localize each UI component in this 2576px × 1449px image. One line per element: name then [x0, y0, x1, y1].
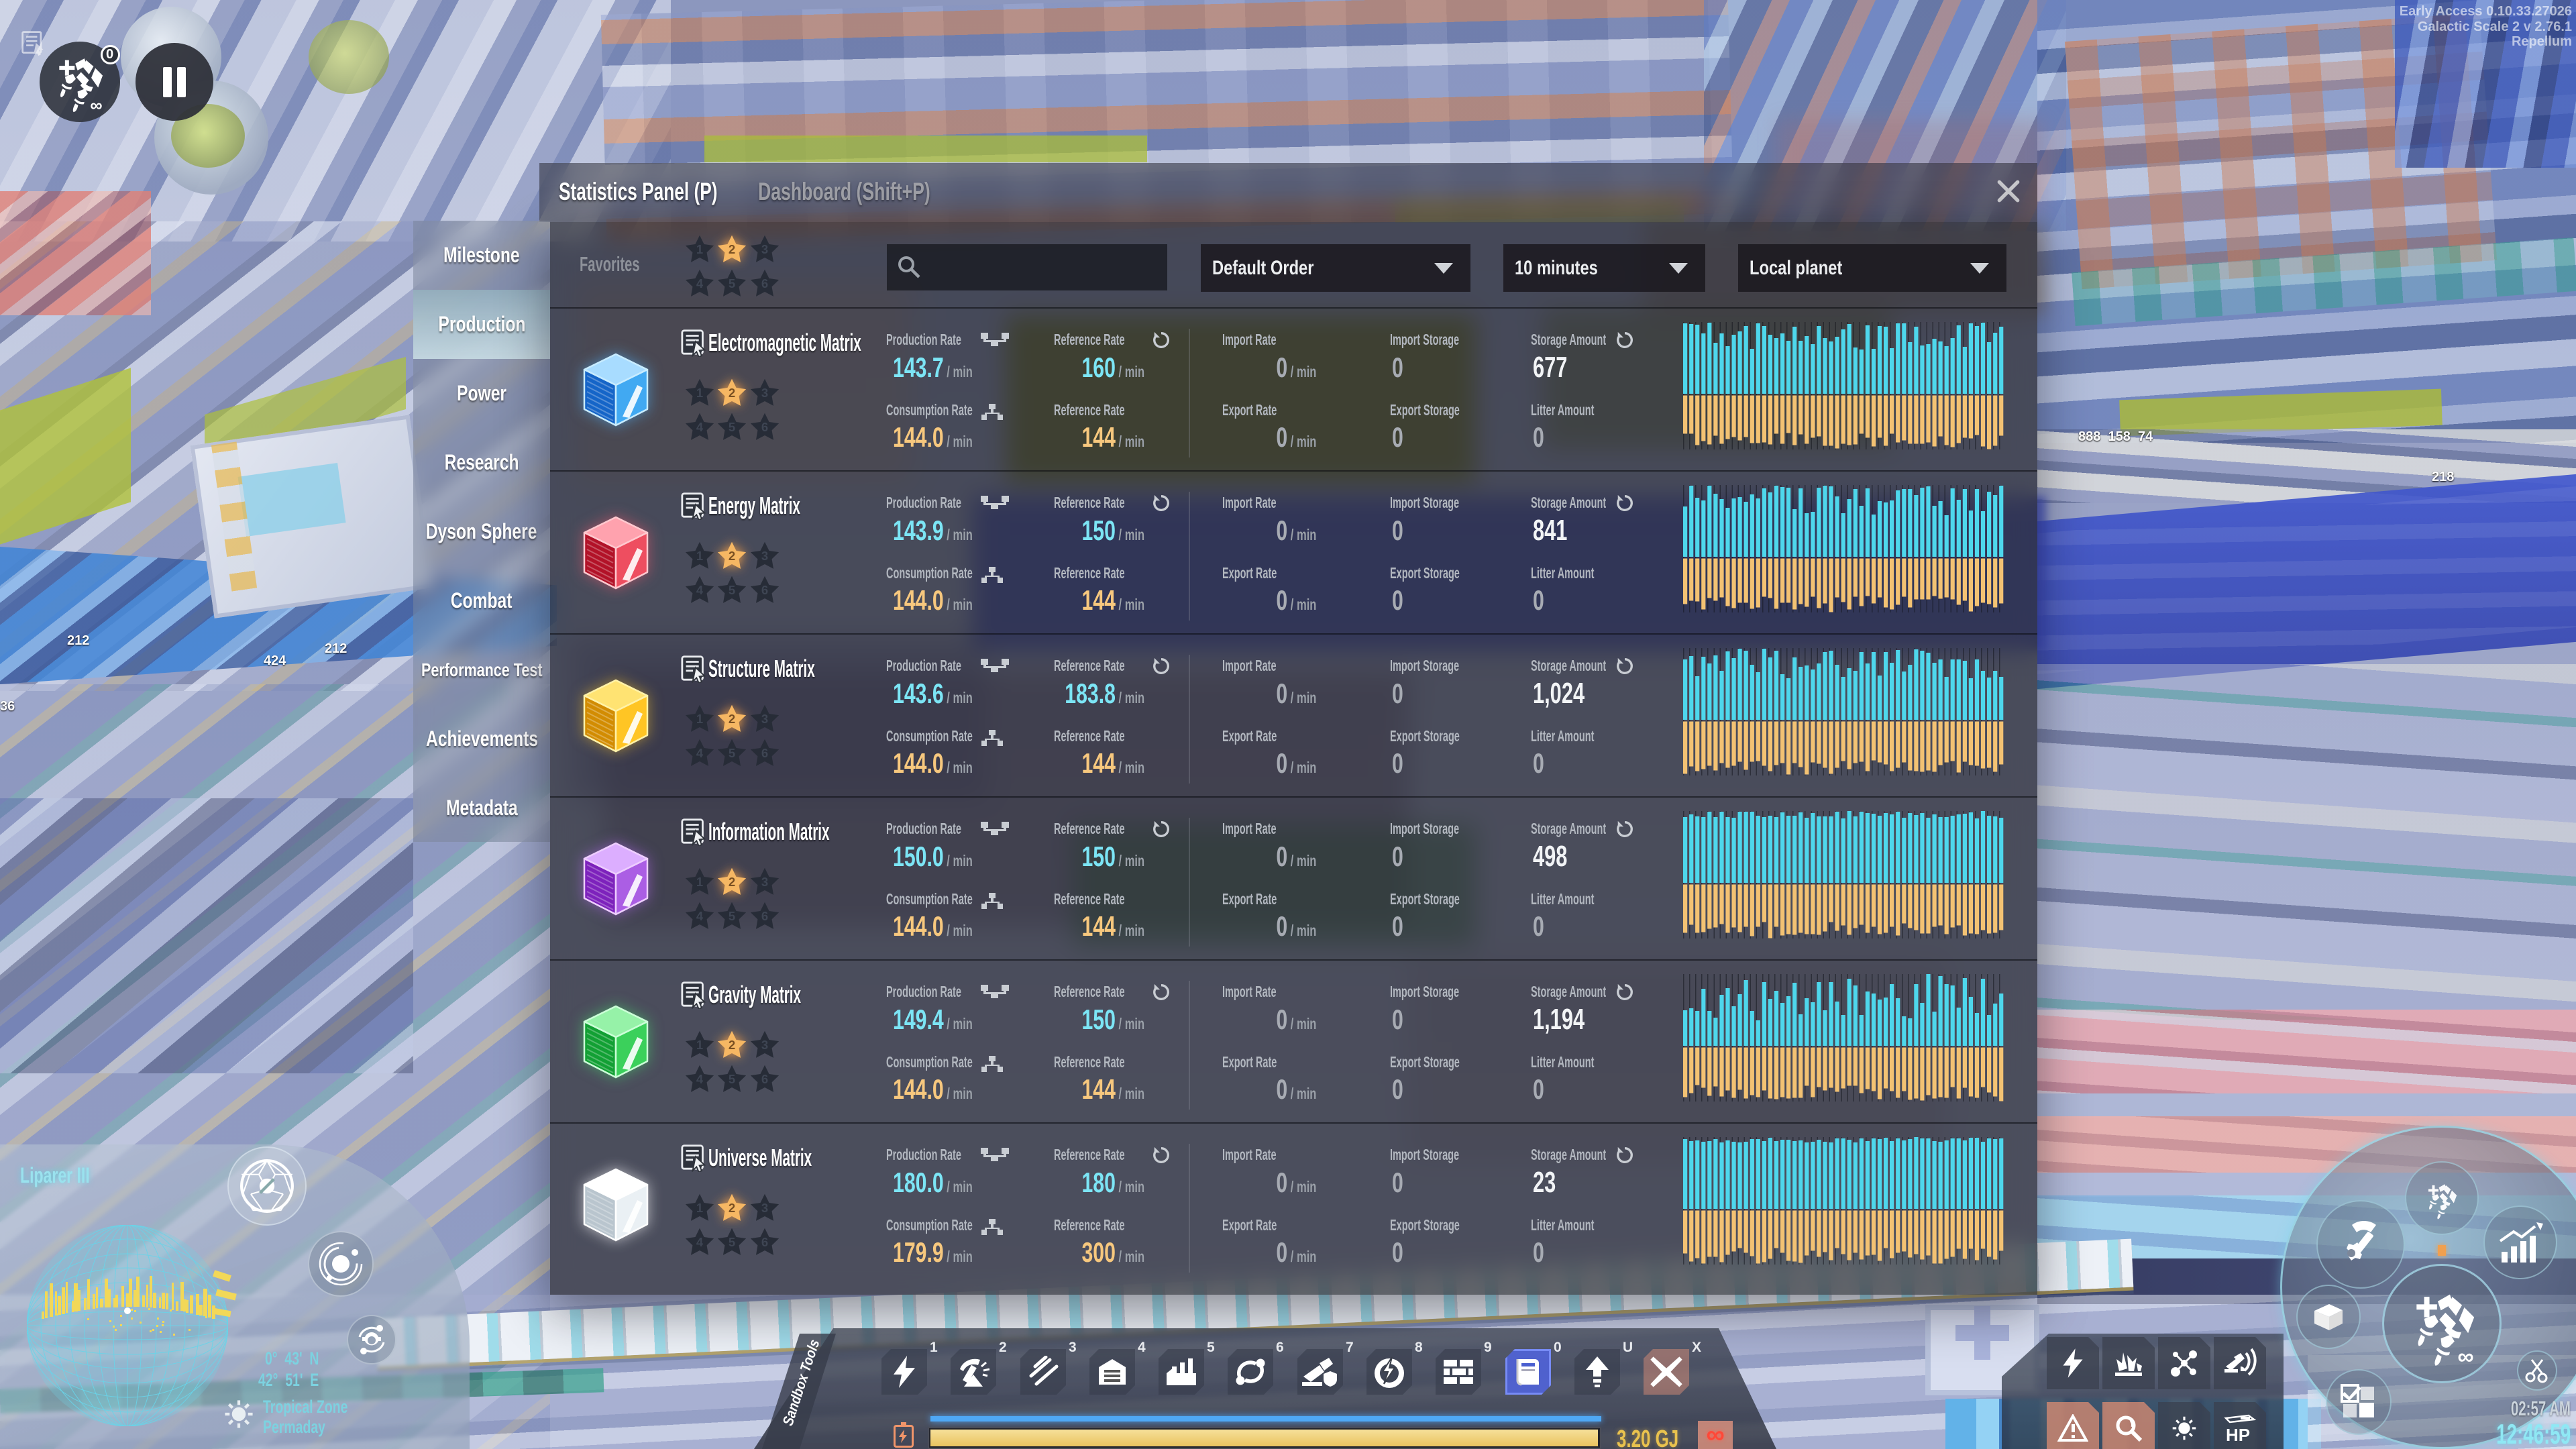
svg-text:3: 3 [761, 1038, 768, 1052]
svg-text:1: 1 [696, 712, 703, 726]
svg-text:1: 1 [696, 1038, 703, 1052]
svg-text:6: 6 [761, 1072, 768, 1086]
svg-text:3: 3 [761, 712, 768, 726]
svg-text:6: 6 [761, 1235, 768, 1249]
svg-text:4: 4 [696, 276, 704, 290]
svg-text:2: 2 [729, 242, 735, 256]
svg-text:6: 6 [761, 420, 768, 434]
svg-text:4: 4 [696, 909, 704, 923]
svg-text:5: 5 [729, 1072, 735, 1086]
svg-text:∞: ∞ [90, 96, 102, 113]
svg-text:3: 3 [761, 242, 768, 256]
svg-text:2: 2 [729, 712, 735, 726]
svg-text:∞: ∞ [2457, 1344, 2473, 1366]
svg-text:4: 4 [696, 1072, 704, 1086]
svg-text:3: 3 [761, 1201, 768, 1215]
svg-text:2: 2 [729, 1201, 735, 1215]
svg-text:1: 1 [696, 242, 703, 256]
svg-text:6: 6 [761, 583, 768, 597]
svg-text:5: 5 [729, 420, 735, 434]
svg-text:1: 1 [696, 386, 703, 400]
svg-text:3: 3 [761, 549, 768, 563]
svg-text:4: 4 [696, 420, 704, 434]
svg-text:5: 5 [729, 746, 735, 760]
svg-text:6: 6 [761, 746, 768, 760]
svg-text:1: 1 [696, 875, 703, 889]
svg-text:5: 5 [729, 276, 735, 290]
svg-text:6: 6 [761, 909, 768, 923]
svg-text:1: 1 [696, 549, 703, 563]
svg-text:2: 2 [729, 386, 735, 400]
svg-text:3: 3 [761, 875, 768, 889]
svg-text:5: 5 [729, 1235, 735, 1249]
svg-text:1: 1 [696, 1201, 703, 1215]
svg-text:2: 2 [729, 549, 735, 563]
svg-text:2: 2 [729, 875, 735, 889]
svg-text:4: 4 [696, 746, 704, 760]
svg-text:6: 6 [761, 276, 768, 290]
svg-text:4: 4 [696, 583, 704, 597]
svg-text:2: 2 [729, 1038, 735, 1052]
svg-text:3: 3 [761, 386, 768, 400]
svg-text:4: 4 [696, 1235, 704, 1249]
svg-text:5: 5 [729, 909, 735, 923]
svg-text:HP: HP [2226, 1425, 2250, 1444]
svg-text:5: 5 [729, 583, 735, 597]
